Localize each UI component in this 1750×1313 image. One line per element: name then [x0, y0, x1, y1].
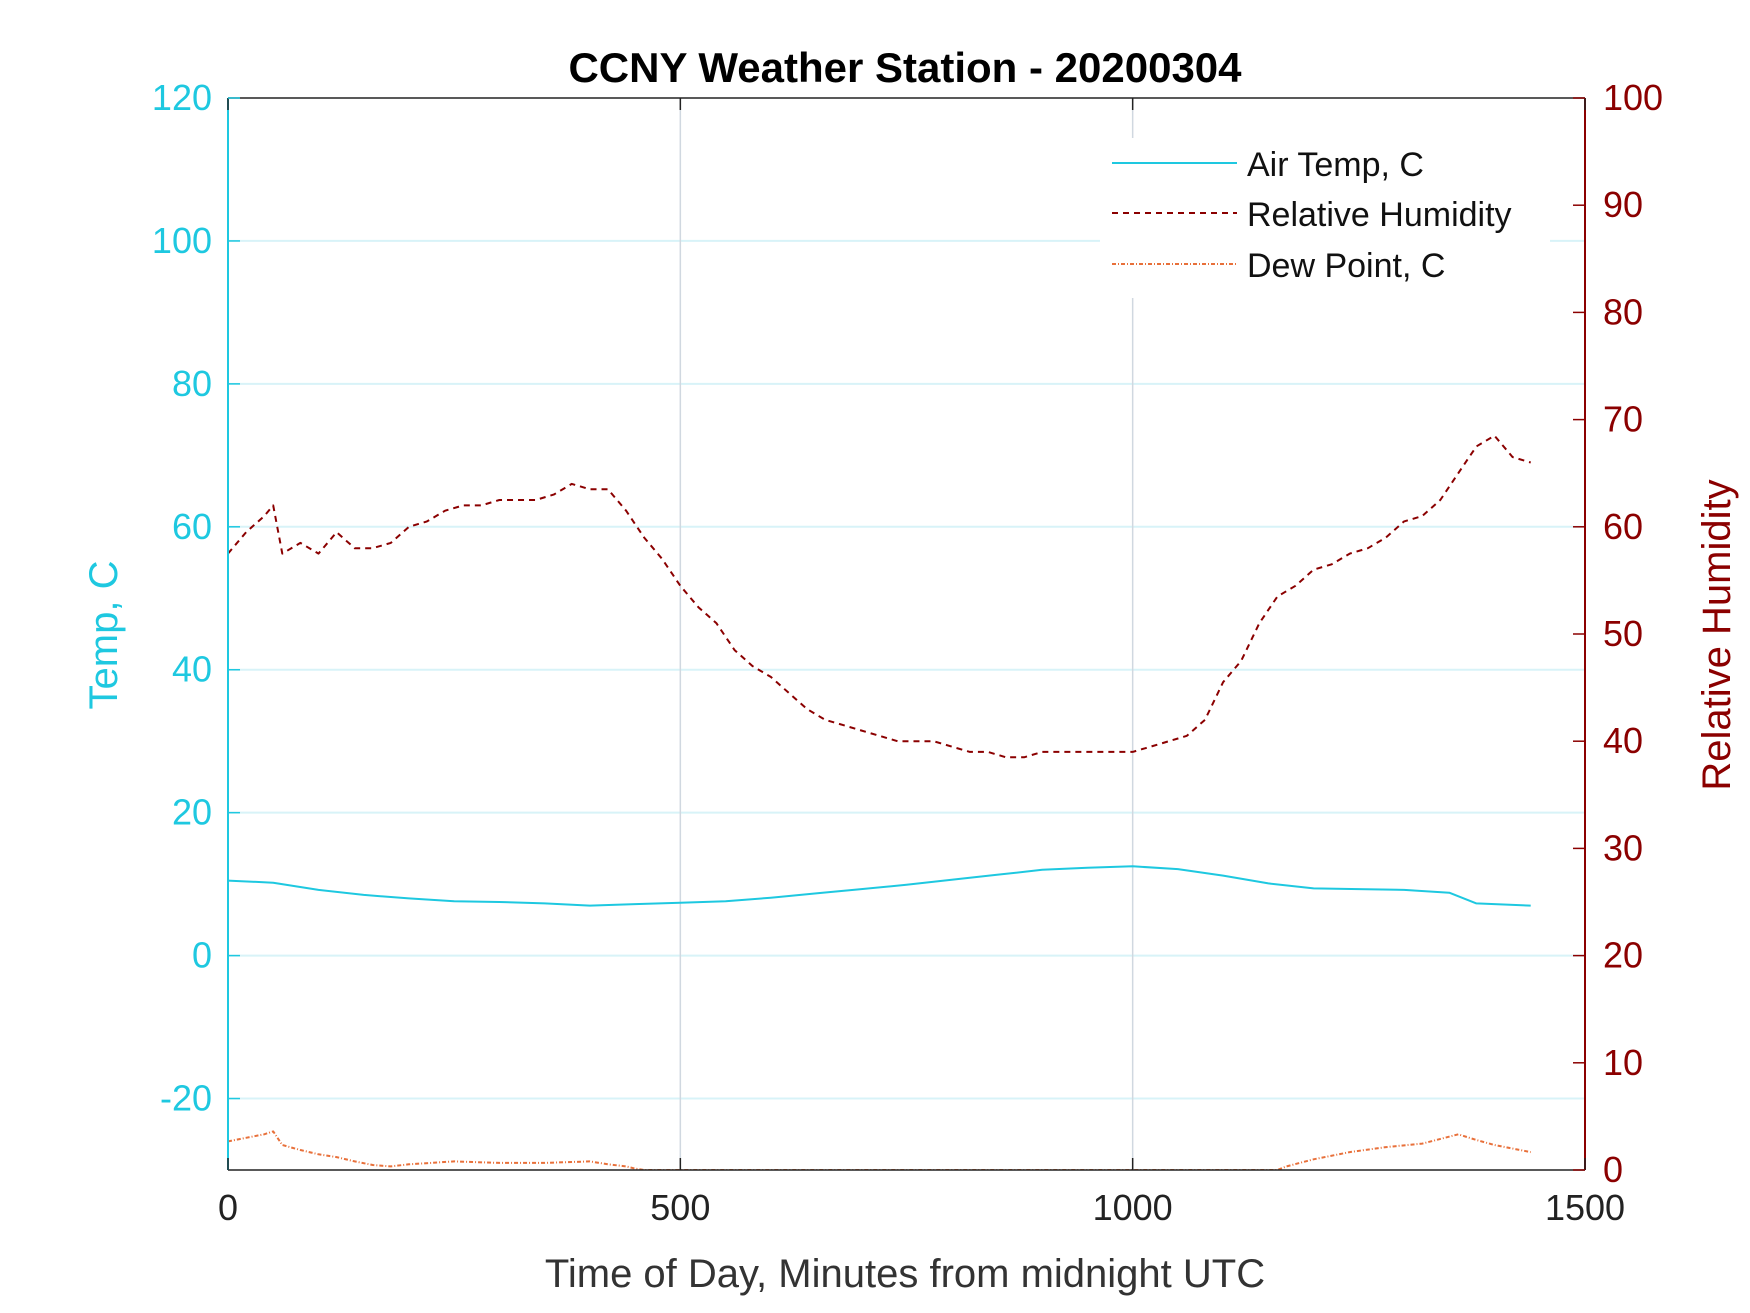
- chart-title: CCNY Weather Station - 20200304: [568, 44, 1242, 91]
- legend-label-dew-point: Dew Point, C: [1247, 247, 1445, 285]
- legend-label-relative-humidity: Relative Humidity: [1247, 196, 1512, 234]
- y-right-tick-label: 20: [1603, 935, 1643, 976]
- y-left-tick-label: 20: [172, 792, 212, 833]
- y-right-tick-label: 40: [1603, 720, 1643, 761]
- y-right-tick-label: 60: [1603, 506, 1643, 547]
- series-dew-point: [228, 1130, 1531, 1170]
- legend-label-air-temp: Air Temp, C: [1247, 146, 1424, 184]
- y-left-tick-label: 100: [152, 220, 212, 261]
- y-left-tick-label: 0: [192, 935, 212, 976]
- ticks-layer: 0 500 1000 1500 -20 0 20 40 60 80 100 120 0 10 20 30 40 5…: [152, 77, 1663, 1228]
- legend: Air Temp, C Relative Humidity Dew Point,…: [1100, 138, 1550, 298]
- x-axis-title: Time of Day, Minutes from midnight UTC: [545, 1252, 1265, 1296]
- legend-box: [1100, 138, 1550, 298]
- y-right-tick-label: 50: [1603, 613, 1643, 654]
- y-right-tick-label: 10: [1603, 1042, 1643, 1083]
- axes-layer: [227, 97, 1586, 1171]
- y-left-tick-label: 60: [172, 506, 212, 547]
- x-tick-label: 500: [650, 1187, 710, 1228]
- y-right-tick-label: 100: [1603, 77, 1663, 118]
- series-air-temp: [228, 865, 1531, 907]
- x-tick-label: 1500: [1545, 1187, 1625, 1228]
- x-tick-label: 1000: [1093, 1187, 1173, 1228]
- y-right-tick-label: 30: [1603, 827, 1643, 868]
- y-left-tick-label: 80: [172, 363, 212, 404]
- y-right-tick-label: 70: [1603, 399, 1643, 440]
- y-axis-title-right: Relative Humidity: [1695, 479, 1739, 790]
- y-right-tick-label: 80: [1603, 291, 1643, 332]
- y-left-tick-label: -20: [160, 1078, 212, 1119]
- y-right-tick-label: 0: [1603, 1149, 1623, 1190]
- series-layer: [228, 434, 1531, 1170]
- x-tick-label: 0: [218, 1187, 238, 1228]
- y-left-tick-label: 40: [172, 649, 212, 690]
- y-axis-title-left: Temp, C: [82, 561, 126, 710]
- y-left-tick-label: 120: [152, 77, 212, 118]
- series-relative-humidity: [228, 434, 1531, 759]
- y-right-tick-label: 90: [1603, 184, 1643, 225]
